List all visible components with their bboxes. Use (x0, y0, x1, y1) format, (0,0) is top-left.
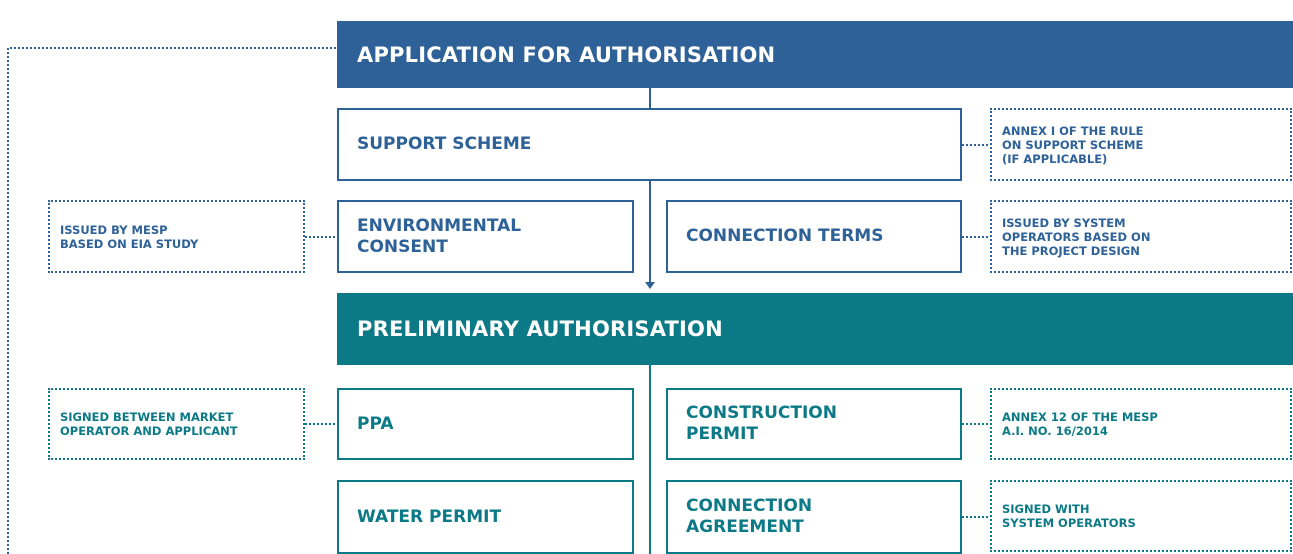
preliminary-bar: PRELIMINARY AUTHORISATION (337, 293, 1293, 365)
note-box: ANNEX I OF THE RULE ON SUPPORT SCHEME (IF … (990, 108, 1292, 181)
header-bar: APPLICATION FOR AUTHORISATION (337, 21, 1293, 88)
return-line (7, 47, 337, 554)
note-text: (IF APPLICABLE) (1002, 151, 1108, 166)
note-text: ISSUED BY SYSTEM (1002, 215, 1126, 230)
header-title: APPLICATION FOR AUTHORISATION (357, 42, 776, 67)
step-box: CONNECTION TERMS (666, 200, 962, 273)
step-label: AGREEMENT (686, 517, 804, 537)
step-label: SUPPORT SCHEME (357, 134, 532, 154)
preliminary-title: PRELIMINARY AUTHORISATION (357, 317, 723, 341)
note-box: SIGNED BETWEEN MARKET OPERATOR AND APPLIC… (48, 388, 305, 460)
note-box: ISSUED BY SYSTEM OPERATORS BASED ON THE PR… (990, 200, 1292, 273)
step-label: PPA (357, 413, 394, 434)
note-text: ON SUPPORT SCHEME (1002, 137, 1144, 152)
step-box: PPA (337, 388, 634, 460)
note-text: SYSTEM OPERATORS (1002, 516, 1136, 530)
step-box: SUPPORT SCHEME (337, 108, 962, 181)
step-box: CONNECTION AGREEMENT (666, 480, 962, 554)
note-box: ANNEX 12 OF THE MESP A.I. NO. 16/2014 (990, 388, 1292, 460)
step-box: WATER PERMIT (337, 480, 634, 554)
step-label: ENVIRONMENTAL (357, 215, 522, 236)
note-text: SIGNED WITH (1002, 502, 1090, 516)
note-text: ANNEX I OF THE RULE (1002, 123, 1144, 138)
step-label: CONNECTION TERMS (686, 226, 884, 246)
step-label: WATER PERMIT (357, 506, 502, 527)
step-box: CONSTRUCTION PERMIT (666, 388, 962, 460)
step-box: ENVIRONMENTAL CONSENT (337, 200, 634, 273)
note-text: BASED ON EIA STUDY (60, 236, 199, 251)
note-text: SIGNED BETWEEN MARKET (60, 410, 234, 424)
step-label: CONSTRUCTION (686, 403, 837, 423)
note-text: A.I. NO. 16/2014 (1002, 424, 1108, 438)
step-label: CONSENT (357, 236, 448, 257)
note-text: OPERATOR AND APPLICANT (60, 424, 238, 438)
step-label: PERMIT (686, 424, 759, 444)
note-text: THE PROJECT DESIGN (1002, 243, 1140, 258)
note-box: SIGNED WITH SYSTEM OPERATORS (990, 480, 1292, 552)
note-box: ISSUED BY MESP BASED ON EIA STUDY (48, 200, 305, 273)
arrow-head (645, 282, 655, 289)
step-label: CONNECTION (686, 496, 813, 516)
note-text: OPERATORS BASED ON (1002, 229, 1151, 244)
note-text: ANNEX 12 OF THE MESP (1002, 410, 1158, 424)
note-text: ISSUED BY MESP (60, 222, 168, 237)
